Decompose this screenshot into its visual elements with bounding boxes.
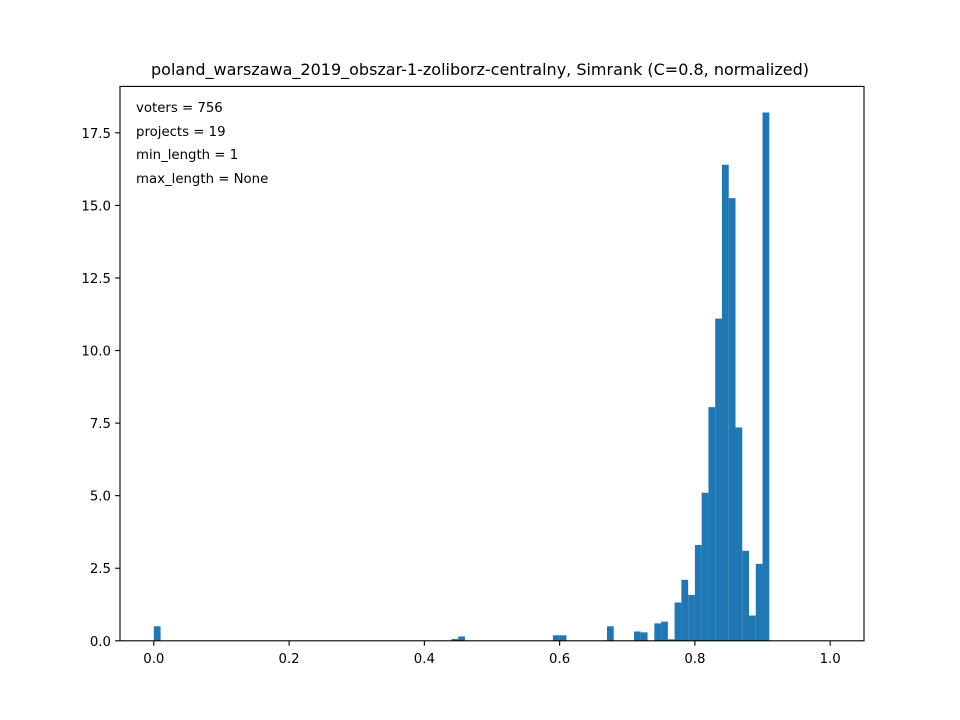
histogram-bar (721, 164, 729, 641)
x-tick-label: 0.2 (279, 652, 300, 667)
y-tick-label: 2.5 (90, 562, 111, 577)
histogram-bar (728, 198, 736, 641)
y-tick-label: 10.0 (81, 345, 111, 360)
y-tick-label: 0.0 (90, 635, 111, 650)
histogram-bar (634, 631, 641, 641)
histogram-bar (674, 602, 682, 641)
histogram-bar (708, 407, 716, 641)
x-tick-label: 1.0 (820, 652, 841, 667)
bars-layer (153, 112, 770, 641)
x-tick-label: 0.0 (143, 652, 164, 667)
histogram-bar (606, 626, 614, 641)
x-axis: 0.0 0.2 0.4 0.6 0.8 1.0 (143, 640, 841, 667)
histogram-bar (762, 112, 770, 641)
y-tick-label: 17.5 (81, 127, 111, 142)
y-axis: 0.0 2.5 5.0 7.5 10.0 12.5 15.0 17.5 (81, 127, 120, 650)
histogram-bar (749, 615, 756, 641)
histogram-bar (694, 545, 702, 641)
histogram-bar (552, 635, 560, 641)
histogram-bar (661, 621, 668, 641)
y-tick-label: 15.0 (81, 199, 111, 214)
histogram-bar (681, 579, 689, 641)
y-tick-label: 12.5 (81, 272, 111, 287)
histogram-bar (715, 318, 722, 641)
plot-frame (119, 85, 865, 642)
histogram-bar (688, 594, 695, 641)
histogram-bar (735, 427, 743, 641)
histogram-bar (667, 639, 675, 641)
annotation-projects: projects = 19 (136, 125, 226, 140)
histogram-bar (451, 639, 459, 641)
x-tick-label: 0.6 (549, 652, 570, 667)
x-tick-label: 0.8 (684, 652, 705, 667)
annotation-max-length: max_length = None (136, 172, 268, 187)
histogram-bar (640, 632, 648, 641)
histogram-bar (153, 626, 161, 641)
annotation-voters: voters = 756 (136, 101, 223, 116)
y-tick-label: 7.5 (90, 417, 111, 432)
y-tick-label: 5.0 (90, 490, 111, 505)
annotations-box: voters = 756 projects = 19 min_length = … (136, 101, 268, 187)
histogram-bar (654, 623, 662, 641)
histogram-bar (755, 563, 763, 641)
histogram-bar (742, 550, 750, 641)
x-tick-label: 0.4 (414, 652, 435, 667)
chart-title: poland_warszawa_2019_obszar-1-zoliborz-c… (151, 60, 809, 80)
histogram-bar (458, 636, 465, 641)
histogram-bar (701, 492, 709, 641)
histogram-bar (559, 635, 567, 641)
annotation-min-length: min_length = 1 (136, 148, 238, 163)
